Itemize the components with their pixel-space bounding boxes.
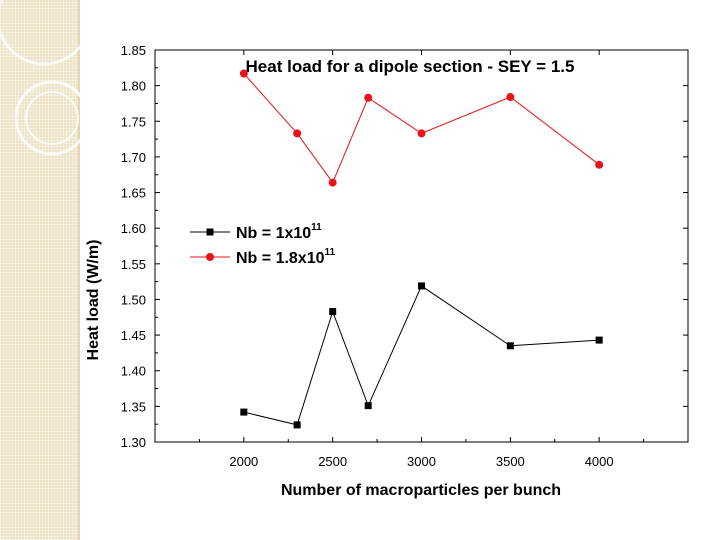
y-tick-label: 1.70 <box>121 150 146 165</box>
data-point-series-1 <box>506 342 514 350</box>
plot-frame <box>154 49 689 443</box>
data-point-series-1 <box>364 402 372 410</box>
data-point-series-2 <box>417 129 426 138</box>
data-point-series-2 <box>328 178 337 187</box>
y-tick-label: 1.45 <box>121 328 146 343</box>
x-tick-label: 3500 <box>496 454 525 469</box>
x-tick-label: 2000 <box>229 454 258 469</box>
data-point-series-2 <box>595 160 604 169</box>
y-tick-label: 1.80 <box>121 79 146 94</box>
data-point-series-1 <box>595 336 603 344</box>
legend-label-series-2-base: Nb = 1.8x10 <box>236 250 325 267</box>
legend-label-series-2-exp: 11 <box>325 247 336 258</box>
data-point-series-2 <box>506 93 515 102</box>
data-point-series-1 <box>293 421 301 429</box>
legend-marker-series-1 <box>206 228 214 236</box>
y-tick-label: 1.55 <box>121 257 146 272</box>
legend: Nb = 1x1011 Nb = 1.8x1011 <box>190 222 336 267</box>
y-tick-label: 1.40 <box>121 364 146 379</box>
data-point-series-2 <box>364 93 373 102</box>
data-point-series-1 <box>240 408 248 416</box>
y-tick-label: 1.75 <box>121 114 146 129</box>
x-axis-ticks: 2000 2500 3000 3500 4000 <box>154 50 689 469</box>
data-point-series-1 <box>418 282 425 290</box>
y-axis-ticks: 1.30 1.35 1.40 1.45 1.50 1.55 1.60 1.65 1.70 1.75… <box>121 43 688 450</box>
y-tick-label: 1.30 <box>121 435 146 450</box>
y-axis-title: Heat load (W/m) <box>85 240 102 361</box>
x-tick-label: 3000 <box>407 454 436 469</box>
legend-label-series-2: Nb = 1.8x1011 <box>236 247 336 267</box>
y-tick-label: 1.65 <box>121 186 146 201</box>
data-point-series-2 <box>239 69 248 78</box>
y-tick-label: 1.35 <box>121 399 146 414</box>
y-tick-label: 1.50 <box>121 292 146 307</box>
legend-marker-series-2 <box>206 253 214 261</box>
chart-title: Heat load for a dipole section - SEY = 1… <box>246 57 575 76</box>
legend-label-series-1: Nb = 1x1011 <box>236 222 322 242</box>
x-tick-label: 4000 <box>585 454 614 469</box>
data-point-series-2 <box>293 129 302 138</box>
decorative-side-divider <box>78 0 80 540</box>
series-layer <box>239 69 604 429</box>
x-axis-title: Number of macroparticles per bunch <box>281 482 561 499</box>
data-point-series-1 <box>329 308 337 316</box>
y-tick-label: 1.60 <box>121 221 146 236</box>
legend-label-series-1-base: Nb = 1x10 <box>236 225 311 242</box>
decorative-rings <box>0 0 92 156</box>
decorative-side-panel <box>0 0 78 540</box>
y-tick-label: 1.85 <box>121 43 146 58</box>
x-tick-label: 2500 <box>318 454 347 469</box>
legend-label-series-1-exp: 11 <box>311 222 322 233</box>
